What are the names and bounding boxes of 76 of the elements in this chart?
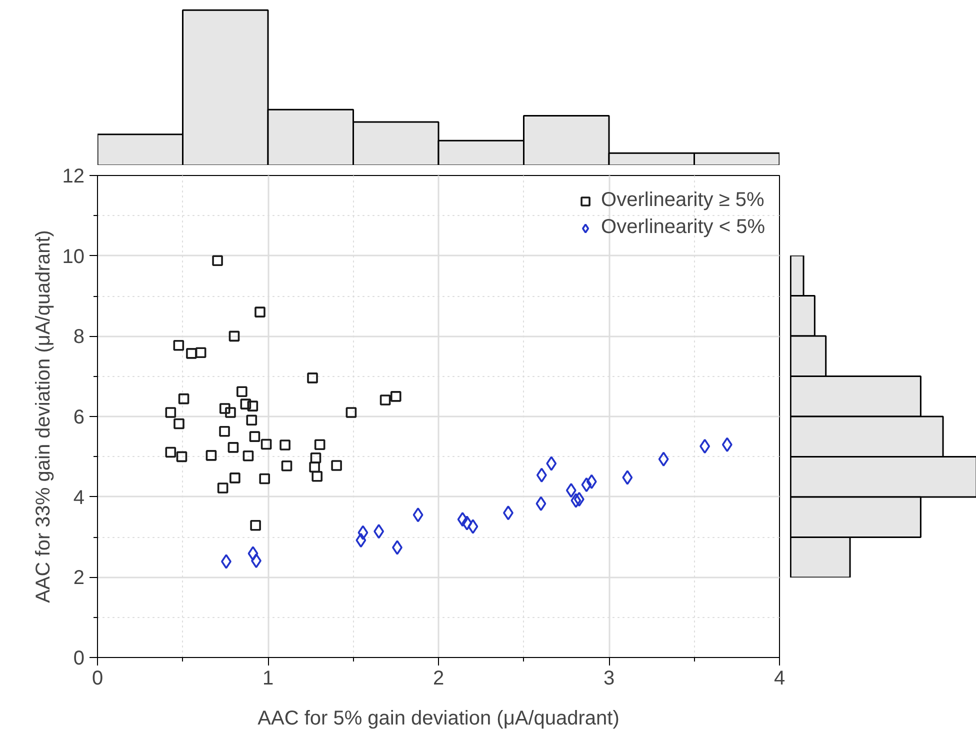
point — [219, 426, 230, 437]
point — [536, 496, 546, 512]
point — [310, 452, 322, 464]
point — [307, 372, 318, 384]
point — [219, 403, 230, 414]
point — [462, 516, 472, 530]
point — [722, 437, 732, 452]
y-tick-label: 2 — [73, 567, 84, 590]
point — [240, 398, 252, 410]
point — [546, 456, 557, 471]
point — [468, 519, 478, 534]
point — [248, 546, 258, 561]
point — [165, 446, 176, 458]
point — [228, 442, 239, 453]
point — [700, 438, 710, 454]
point — [280, 440, 290, 450]
y-tick-label: 8 — [73, 326, 84, 348]
point — [220, 554, 232, 569]
point — [225, 407, 236, 418]
point — [281, 460, 292, 472]
x-tick-label: 2 — [432, 668, 444, 690]
y-tick-label: 0 — [73, 648, 84, 670]
point — [314, 439, 326, 450]
x-tick-label: 4 — [774, 668, 786, 690]
x-axis-title: AAC for 5% gain deviation (μA/quadrant) — [258, 708, 620, 730]
point — [412, 508, 424, 522]
y-tick-label: 6 — [73, 406, 84, 428]
point — [457, 512, 468, 527]
point — [586, 474, 597, 489]
point — [658, 452, 669, 466]
legend-label: Overlinearity < 5% — [601, 216, 765, 239]
point — [228, 330, 240, 342]
point — [574, 492, 584, 507]
point — [186, 348, 197, 359]
point — [581, 477, 592, 492]
y-tick-label: 10 — [62, 246, 85, 268]
point — [206, 450, 217, 461]
point — [536, 468, 547, 483]
point — [260, 438, 272, 450]
point — [173, 340, 184, 351]
point — [242, 450, 254, 462]
point — [356, 532, 366, 548]
x-tick-label: 0 — [92, 668, 104, 690]
point — [566, 483, 576, 498]
point — [230, 472, 240, 484]
y-tick-label: 4 — [73, 486, 84, 509]
legend-label: Overlinearity ≥ 5% — [601, 189, 764, 212]
point — [165, 407, 176, 418]
point — [254, 306, 266, 318]
point — [380, 394, 391, 406]
point — [390, 391, 402, 402]
point — [312, 470, 323, 482]
point — [178, 393, 190, 404]
y-axis-title: AAC for 33% gain deviation (μA/quadrant) — [32, 230, 54, 603]
point — [392, 540, 402, 555]
point — [217, 482, 228, 494]
point — [358, 525, 368, 540]
point — [249, 431, 260, 442]
x-tick-label: 1 — [262, 668, 274, 690]
point — [250, 520, 261, 531]
point — [236, 386, 248, 397]
point — [247, 400, 258, 412]
point — [174, 418, 184, 430]
point — [195, 347, 206, 358]
point — [346, 407, 357, 418]
point — [503, 506, 514, 520]
point — [212, 255, 223, 266]
point — [331, 460, 342, 471]
point — [570, 493, 582, 508]
point — [374, 524, 384, 539]
point — [246, 414, 258, 426]
point — [259, 473, 270, 484]
x-tick-label: 3 — [603, 668, 615, 690]
point — [622, 470, 633, 485]
y-tick-label: 12 — [62, 166, 85, 188]
point — [176, 451, 188, 462]
